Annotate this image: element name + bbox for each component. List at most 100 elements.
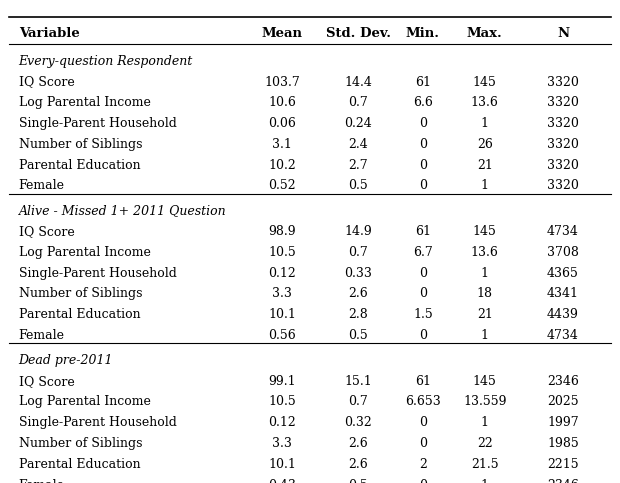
Text: 3.3: 3.3 — [272, 437, 292, 450]
Text: 13.559: 13.559 — [463, 396, 507, 409]
Text: 4734: 4734 — [547, 329, 579, 342]
Text: 0.7: 0.7 — [348, 97, 368, 109]
Text: 2215: 2215 — [547, 458, 579, 471]
Text: 145: 145 — [473, 225, 497, 238]
Text: 3708: 3708 — [547, 246, 579, 259]
Text: Alive - Missed 1+ 2011 Question: Alive - Missed 1+ 2011 Question — [19, 204, 226, 217]
Text: Max.: Max. — [467, 28, 503, 41]
Text: Parental Education: Parental Education — [19, 458, 140, 471]
Text: 1: 1 — [481, 180, 489, 192]
Text: IQ Score: IQ Score — [19, 76, 74, 88]
Text: 145: 145 — [473, 76, 497, 88]
Text: 0: 0 — [419, 416, 427, 429]
Text: 26: 26 — [477, 138, 493, 151]
Text: 1: 1 — [481, 267, 489, 280]
Text: 21.5: 21.5 — [471, 458, 498, 471]
Text: 6.653: 6.653 — [405, 396, 441, 409]
Text: 10.5: 10.5 — [268, 396, 296, 409]
Text: Female: Female — [19, 479, 64, 483]
Text: 0: 0 — [419, 287, 427, 300]
Text: 0.7: 0.7 — [348, 246, 368, 259]
Text: Single-Parent Household: Single-Parent Household — [19, 117, 177, 130]
Text: 2025: 2025 — [547, 396, 579, 409]
Text: 0: 0 — [419, 159, 427, 171]
Text: IQ Score: IQ Score — [19, 375, 74, 388]
Text: 0.12: 0.12 — [268, 267, 296, 280]
Text: Single-Parent Household: Single-Parent Household — [19, 267, 177, 280]
Text: 0: 0 — [419, 180, 427, 192]
Text: 18: 18 — [477, 287, 493, 300]
Text: 1: 1 — [481, 117, 489, 130]
Text: 0.32: 0.32 — [345, 416, 372, 429]
Text: 2.8: 2.8 — [348, 308, 368, 321]
Text: 4734: 4734 — [547, 225, 579, 238]
Text: Log Parental Income: Log Parental Income — [19, 246, 151, 259]
Text: 3320: 3320 — [547, 117, 579, 130]
Text: 2: 2 — [419, 458, 427, 471]
Text: Log Parental Income: Log Parental Income — [19, 97, 151, 109]
Text: Female: Female — [19, 329, 64, 342]
Text: 3320: 3320 — [547, 97, 579, 109]
Text: 4341: 4341 — [547, 287, 579, 300]
Text: 2.7: 2.7 — [348, 159, 368, 171]
Text: 2346: 2346 — [547, 375, 579, 388]
Text: 99.1: 99.1 — [268, 375, 296, 388]
Text: IQ Score: IQ Score — [19, 225, 74, 238]
Text: Number of Siblings: Number of Siblings — [19, 138, 142, 151]
Text: 98.9: 98.9 — [268, 225, 296, 238]
Text: 0.33: 0.33 — [345, 267, 372, 280]
Text: 1: 1 — [481, 329, 489, 342]
Text: 3320: 3320 — [547, 159, 579, 171]
Text: 0.5: 0.5 — [348, 479, 368, 483]
Text: 0.43: 0.43 — [268, 479, 296, 483]
Text: 1.5: 1.5 — [413, 308, 433, 321]
Text: 4365: 4365 — [547, 267, 579, 280]
Text: 21: 21 — [477, 308, 493, 321]
Text: Parental Education: Parental Education — [19, 159, 140, 171]
Text: 14.9: 14.9 — [345, 225, 372, 238]
Text: 2.6: 2.6 — [348, 287, 368, 300]
Text: 0.12: 0.12 — [268, 416, 296, 429]
Text: 2.6: 2.6 — [348, 458, 368, 471]
Text: 1985: 1985 — [547, 437, 579, 450]
Text: 3320: 3320 — [547, 76, 579, 88]
Text: 0.5: 0.5 — [348, 180, 368, 192]
Text: Variable: Variable — [19, 28, 79, 41]
Text: 61: 61 — [415, 375, 431, 388]
Text: 10.1: 10.1 — [268, 308, 296, 321]
Text: Single-Parent Household: Single-Parent Household — [19, 416, 177, 429]
Text: 3.1: 3.1 — [272, 138, 292, 151]
Text: 0: 0 — [419, 479, 427, 483]
Text: 103.7: 103.7 — [264, 76, 300, 88]
Text: 1997: 1997 — [547, 416, 579, 429]
Text: 145: 145 — [473, 375, 497, 388]
Text: 3320: 3320 — [547, 138, 579, 151]
Text: Parental Education: Parental Education — [19, 308, 140, 321]
Text: 0.24: 0.24 — [345, 117, 372, 130]
Text: 3.3: 3.3 — [272, 287, 292, 300]
Text: Std. Dev.: Std. Dev. — [326, 28, 391, 41]
Text: 2346: 2346 — [547, 479, 579, 483]
Text: 10.2: 10.2 — [268, 159, 296, 171]
Text: 0.7: 0.7 — [348, 396, 368, 409]
Text: Number of Siblings: Number of Siblings — [19, 437, 142, 450]
Text: 2.4: 2.4 — [348, 138, 368, 151]
Text: 0.56: 0.56 — [268, 329, 296, 342]
Text: 22: 22 — [477, 437, 493, 450]
Text: 4439: 4439 — [547, 308, 579, 321]
Text: 61: 61 — [415, 76, 431, 88]
Text: Mean: Mean — [262, 28, 303, 41]
Text: 0.06: 0.06 — [268, 117, 296, 130]
Text: 0: 0 — [419, 138, 427, 151]
Text: Log Parental Income: Log Parental Income — [19, 396, 151, 409]
Text: 1: 1 — [481, 416, 489, 429]
Text: Dead pre-2011: Dead pre-2011 — [19, 354, 113, 367]
Text: 1: 1 — [481, 479, 489, 483]
Text: 0.5: 0.5 — [348, 329, 368, 342]
Text: Every-question Respondent: Every-question Respondent — [19, 55, 193, 68]
Text: 0: 0 — [419, 267, 427, 280]
Text: Min.: Min. — [406, 28, 440, 41]
Text: 15.1: 15.1 — [345, 375, 372, 388]
Text: 3320: 3320 — [547, 180, 579, 192]
Text: Number of Siblings: Number of Siblings — [19, 287, 142, 300]
